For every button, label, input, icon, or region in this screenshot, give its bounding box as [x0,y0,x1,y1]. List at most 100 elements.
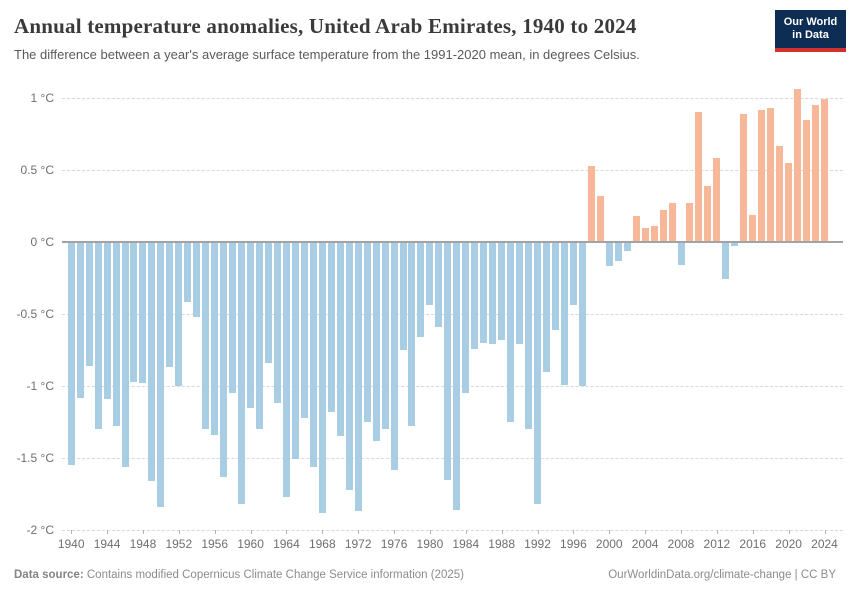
gridline--1.5C [62,458,843,459]
bar-2005[interactable] [650,226,658,242]
x-axis-tick [358,530,360,534]
bar-2002[interactable] [623,242,631,251]
bar-1991[interactable] [525,242,533,430]
bar-1982[interactable] [444,242,452,480]
bar-1984[interactable] [462,242,470,394]
bar-1971[interactable] [345,242,353,490]
bar-2006[interactable] [659,210,667,242]
bar-1962[interactable] [264,242,272,363]
bar-1953[interactable] [184,242,192,303]
x-axis-tick [322,530,324,534]
bar-2016[interactable] [749,214,757,242]
bar-1973[interactable] [363,242,371,422]
bar-1998[interactable] [587,165,595,242]
x-axis-tick [645,530,647,534]
bar-1996[interactable] [569,242,577,306]
bar-2007[interactable] [668,203,676,242]
bar-1978[interactable] [408,242,416,427]
bar-1966[interactable] [300,242,308,418]
bar-1952[interactable] [175,242,183,386]
bar-2021[interactable] [794,89,802,242]
bar-1975[interactable] [381,242,389,430]
bar-2024[interactable] [821,99,828,242]
bar-1940[interactable] [67,242,75,466]
x-axis-tick [788,530,790,534]
bar-2010[interactable] [695,112,703,242]
bar-1977[interactable] [399,242,407,350]
bar-1992[interactable] [534,242,542,505]
x-axis-tick-label: 1952 [165,537,193,551]
bar-1989[interactable] [507,242,515,422]
zero-axis-line [62,241,843,243]
bar-1993[interactable] [543,242,550,372]
bar-1948[interactable] [139,242,147,384]
bar-1956[interactable] [211,242,219,435]
bar-1990[interactable] [516,242,524,345]
bar-1950[interactable] [157,242,165,507]
bar-2003[interactable] [632,216,640,242]
bar-1986[interactable] [480,242,488,343]
bar-2022[interactable] [803,119,811,242]
bar-2008[interactable] [677,242,685,266]
bar-1985[interactable] [471,242,479,349]
bar-2023[interactable] [812,105,820,242]
owid-logo[interactable]: Our World in Data [775,10,846,52]
x-axis-tick-label: 1956 [201,537,229,551]
bar-1974[interactable] [372,242,380,441]
bar-2018[interactable] [767,108,775,242]
bar-2017[interactable] [758,109,766,242]
bar-2014[interactable] [731,242,739,247]
bar-1945[interactable] [112,242,120,427]
bar-1941[interactable] [76,242,84,398]
x-axis-tick [142,530,144,534]
bar-1981[interactable] [435,242,443,327]
bar-1987[interactable] [489,242,497,345]
bar-1959[interactable] [238,242,246,505]
bar-1961[interactable] [256,242,264,430]
bar-2000[interactable] [605,242,613,267]
bar-1970[interactable] [336,242,344,437]
bar-1955[interactable] [202,242,210,430]
bar-1994[interactable] [551,242,559,330]
bar-2011[interactable] [704,185,712,242]
bar-2019[interactable] [776,145,784,242]
bar-1999[interactable] [596,195,604,242]
bar-1979[interactable] [417,242,425,338]
bar-1967[interactable] [309,242,317,467]
bar-1963[interactable] [273,242,281,404]
owid-logo-line2: in Data [792,29,829,41]
bar-1944[interactable] [103,242,111,399]
bar-1947[interactable] [130,242,138,382]
license-link[interactable]: OurWorldinData.org/climate-change | CC B… [608,569,836,581]
bar-1943[interactable] [94,242,102,430]
bar-1957[interactable] [220,242,228,477]
bar-1983[interactable] [453,242,461,510]
bar-1980[interactable] [426,242,434,306]
x-axis-tick [716,530,718,534]
bar-2001[interactable] [614,242,622,261]
bar-1964[interactable] [282,242,290,497]
bar-1997[interactable] [578,242,586,386]
bar-1960[interactable] [247,242,255,408]
bar-1942[interactable] [85,242,93,366]
bar-2009[interactable] [686,203,694,242]
bar-2012[interactable] [713,158,721,242]
bar-1988[interactable] [498,242,506,340]
bar-2015[interactable] [740,113,748,242]
bar-1949[interactable] [148,242,156,482]
bar-1976[interactable] [390,242,398,470]
bar-1995[interactable] [560,242,568,385]
bar-1946[interactable] [121,242,129,467]
bar-1972[interactable] [354,242,362,512]
bar-1969[interactable] [327,242,335,412]
bar-2013[interactable] [722,242,730,280]
x-axis-tick-label: 1940 [57,537,85,551]
bar-1958[interactable] [229,242,237,394]
bar-2020[interactable] [785,162,793,242]
bar-1965[interactable] [291,242,299,460]
bar-1954[interactable] [193,242,201,317]
bar-1951[interactable] [166,242,174,368]
bar-2004[interactable] [641,227,649,242]
bar-1968[interactable] [318,242,326,513]
